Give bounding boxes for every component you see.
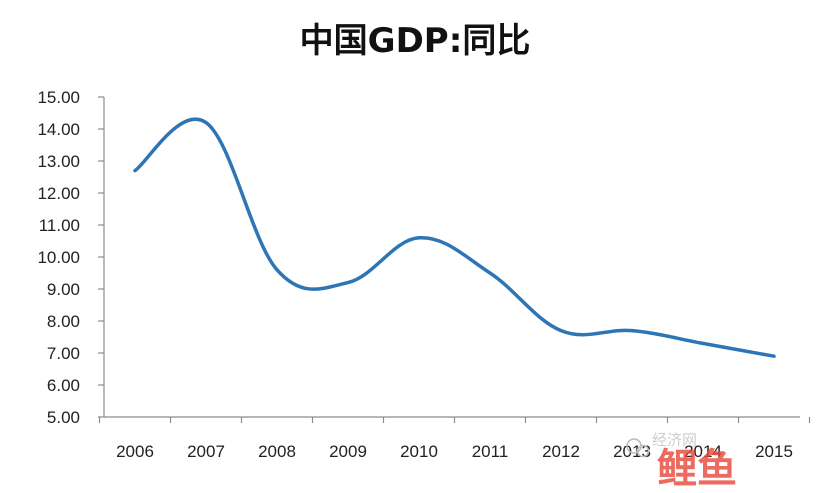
y-tick-label: 9.00 — [47, 280, 80, 299]
y-tick-label: 10.00 — [37, 248, 80, 267]
y-tick-label: 8.00 — [47, 312, 80, 331]
watermark: 经济网 鲤鱼 — [626, 431, 737, 492]
y-tick-label: 11.00 — [39, 216, 80, 235]
x-tick-label: 2011 — [472, 442, 509, 461]
data-point — [631, 329, 633, 331]
x-tick-label: 2013 — [613, 442, 651, 461]
chart-title: 中国GDP:同比 — [300, 21, 531, 61]
brand-logo-text: 鲤鱼 — [657, 446, 737, 492]
x-tick-label: 2015 — [755, 442, 793, 461]
series-group — [133, 117, 776, 358]
data-point — [418, 237, 420, 239]
data-point — [489, 272, 491, 274]
y-axis: 15.00 14.00 13.00 12.00 11.00 10.00 9.00 8.00 7.… — [37, 88, 105, 427]
x-tick-label: 2014 — [684, 442, 722, 461]
y-tick-label: 5.00 — [47, 408, 80, 427]
x-tick-label: 2010 — [400, 442, 438, 461]
series-line — [133, 117, 776, 358]
watermark-text: 经济网 — [652, 431, 697, 449]
x-tick-label: 2006 — [116, 442, 154, 461]
x-axis: 2006 2007 2008 2009 2010 2011 2012 2013 2014 2015 — [98, 416, 811, 461]
y-tick-label: 13.00 — [37, 152, 80, 171]
y-tick-label: 7.00 — [47, 344, 80, 363]
y-tick-label: 12.00 — [37, 184, 80, 203]
data-point — [205, 121, 207, 123]
x-tick-label: 2007 — [187, 442, 225, 461]
data-point — [560, 329, 562, 331]
y-tick-label: 6.00 — [47, 376, 80, 395]
y-tick-label: 14.00 — [37, 120, 80, 139]
data-point — [773, 355, 775, 357]
x-tick-label: 2009 — [329, 442, 367, 461]
y-tick-label: 15.00 — [37, 88, 80, 107]
data-point — [347, 281, 349, 283]
data-point — [276, 269, 278, 271]
x-tick-label: 2008 — [258, 442, 296, 461]
data-point — [134, 169, 136, 171]
x-tick-label: 2012 — [542, 442, 580, 461]
wechat-icon — [626, 438, 650, 458]
data-point — [702, 342, 704, 344]
